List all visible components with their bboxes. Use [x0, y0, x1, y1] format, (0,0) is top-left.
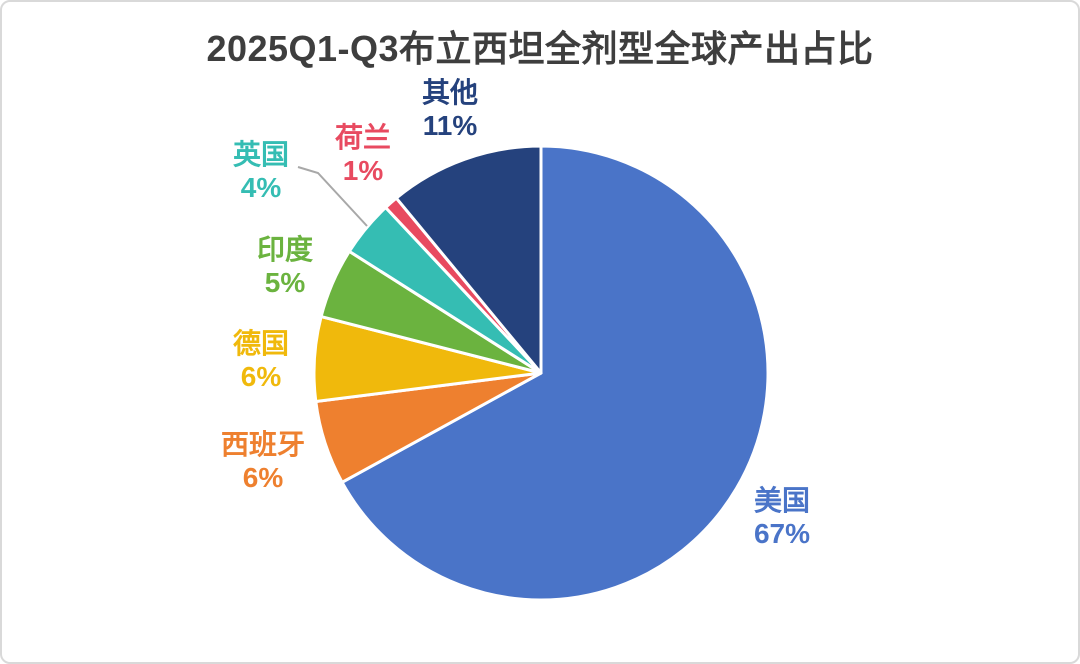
slice-label-name: 西班牙	[220, 429, 306, 460]
slice-label-name: 其他	[421, 77, 479, 108]
slice-label-netherlands: 荷兰 1%	[335, 121, 391, 187]
slice-label-name: 英国	[232, 139, 290, 170]
chart-title: 2025Q1-Q3布立西坦全剂型全球产出占比	[206, 28, 874, 69]
pie-slice-usa	[340, 144, 770, 602]
pie-slice-others	[394, 144, 543, 375]
slice-label-percent: 11%	[422, 110, 478, 141]
slice-label-name: 德国	[232, 328, 290, 359]
slice-label-uk: 英国 4%	[233, 138, 289, 204]
slice-label-percent: 6%	[240, 361, 282, 392]
leader-line-uk	[297, 166, 368, 227]
slice-label-name: 美国	[753, 485, 811, 516]
slice-label-usa: 美国 67%	[754, 484, 810, 550]
slice-label-percent: 6%	[242, 462, 284, 493]
slice-label-spain: 西班牙 6%	[221, 428, 305, 494]
slice-label-name: 印度	[256, 234, 314, 265]
slice-label-others: 其他 11%	[422, 76, 478, 142]
pie-slices	[312, 144, 770, 602]
slice-label-percent: 4%	[240, 172, 282, 203]
slice-label-germany: 德国 6%	[233, 327, 289, 393]
slice-label-name: 荷兰	[334, 122, 392, 153]
slice-label-india: 印度 5%	[257, 233, 313, 299]
slice-label-percent: 5%	[264, 267, 306, 298]
slice-label-percent: 1%	[342, 155, 384, 186]
slice-label-percent: 67%	[753, 518, 811, 549]
